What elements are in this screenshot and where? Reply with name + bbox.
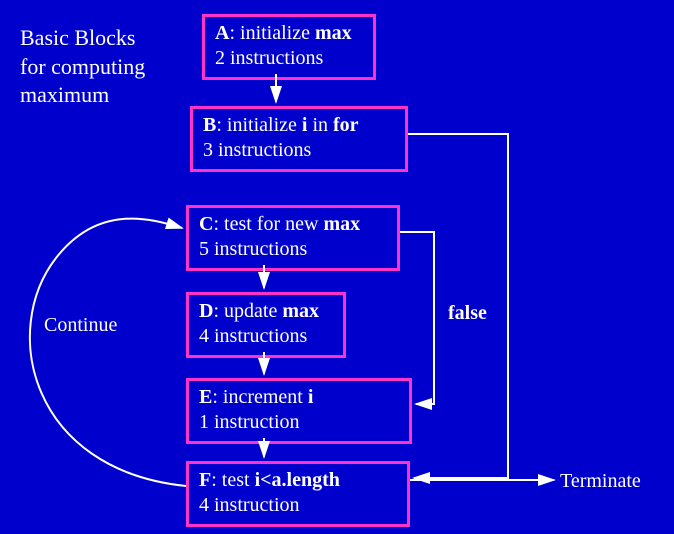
node-f-bold: i<a.length	[255, 469, 340, 491]
title-line1: Basic Blocks	[20, 25, 136, 50]
node-f: F: test i<a.length 4 instruction	[186, 461, 410, 527]
node-d-bold: max	[282, 300, 319, 322]
edge-continue	[30, 219, 186, 486]
node-a: A: initialize max 2 instructions	[202, 14, 376, 80]
node-a-bold: max	[315, 22, 352, 44]
node-e: E: increment i 1 instruction	[186, 378, 412, 444]
label-continue: Continue	[44, 314, 117, 337]
node-c-text: test for new	[224, 213, 318, 235]
node-d: D: update max 4 instructions	[186, 292, 346, 358]
node-a-text: initialize	[240, 22, 310, 44]
node-f-sub: 4 instruction	[199, 494, 300, 516]
node-d-text: update	[224, 300, 277, 322]
node-b-letter: B	[203, 114, 216, 136]
title-line2: for computing	[20, 54, 145, 79]
node-b-bold: for	[333, 114, 359, 136]
node-e-letter: E	[199, 386, 212, 408]
node-e-bold: i	[308, 386, 314, 408]
node-b-sub: 3 instructions	[203, 139, 311, 161]
node-e-sub: 1 instruction	[199, 411, 300, 433]
node-a-letter: A	[215, 22, 229, 44]
node-d-letter: D	[199, 300, 213, 322]
node-c-letter: C	[199, 213, 213, 235]
node-c-sub: 5 instructions	[199, 238, 307, 260]
label-false: false	[448, 302, 487, 325]
diagram-title: Basic Blocks for computing maximum	[20, 24, 145, 110]
node-d-sub: 4 instructions	[199, 325, 307, 347]
node-f-text: test	[222, 469, 250, 491]
node-b-boldmid: i	[302, 114, 308, 136]
label-terminate: Terminate	[560, 470, 641, 493]
node-b: B: initialize i in for 3 instructions	[190, 106, 408, 172]
node-e-text: increment	[223, 386, 303, 408]
title-line3: maximum	[20, 82, 109, 107]
node-b-text2: in	[312, 114, 328, 136]
node-f-letter: F	[199, 469, 211, 491]
node-c-bold: max	[323, 213, 360, 235]
node-a-sub: 2 instructions	[215, 47, 323, 69]
node-c: C: test for new max 5 instructions	[186, 205, 400, 271]
node-b-text: initialize	[227, 114, 297, 136]
